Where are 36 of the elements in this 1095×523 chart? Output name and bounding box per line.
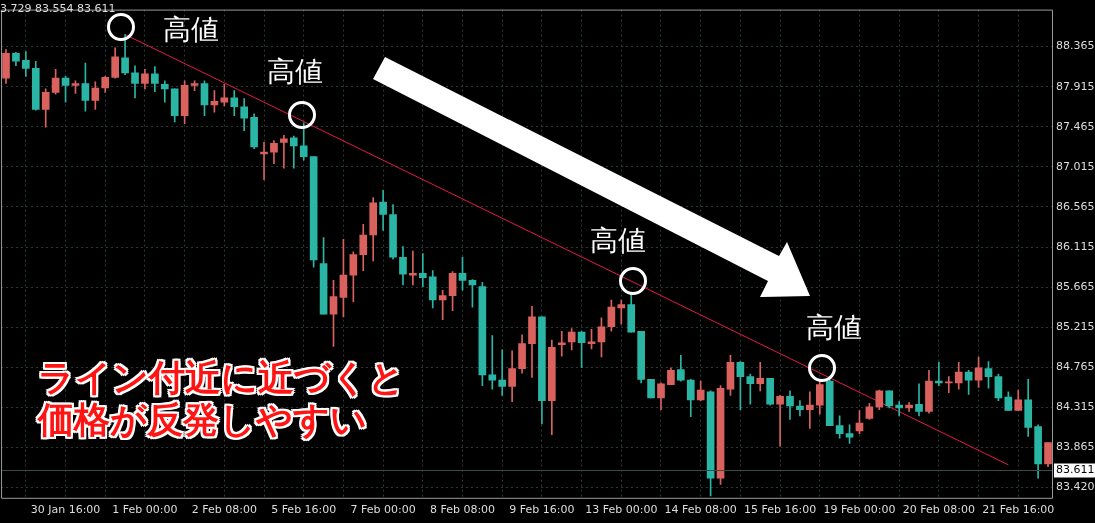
y-tick-label: 83.865 — [1056, 440, 1095, 454]
y-tick-label: 84.315 — [1056, 400, 1095, 414]
y-tick-label: 86.565 — [1056, 199, 1095, 213]
y-tick-label: 88.365 — [1056, 39, 1095, 53]
annotation: 高値 — [590, 224, 646, 257]
x-tick-label: 2 Feb 08:00 — [191, 503, 257, 517]
y-tick-label: 87.465 — [1056, 119, 1095, 133]
y-tick-label: 83.420 — [1056, 479, 1095, 493]
y-tick-label: 85.215 — [1056, 320, 1095, 334]
x-tick-label: 9 Feb 16:00 — [509, 503, 575, 517]
annotation: 3.729 83.554 83.611 — [0, 2, 116, 15]
y-tick-label: 87.915 — [1056, 79, 1095, 93]
x-tick-label: 30 Jan 16:00 — [30, 503, 101, 517]
annotation: ライン付近に近づくと — [38, 357, 405, 400]
annotation: 高値 — [806, 311, 862, 344]
x-tick-label: 21 Feb 16:00 — [982, 503, 1055, 517]
annotation: 価格が反発しやすい — [38, 399, 367, 442]
annotation: 高値 — [163, 13, 219, 46]
y-tick-label: 84.765 — [1056, 360, 1095, 374]
x-tick-label: 14 Feb 08:00 — [664, 503, 737, 517]
ref-line-label: 83.611 — [1056, 463, 1095, 477]
y-tick-label: 87.015 — [1056, 159, 1095, 173]
x-tick-label: 8 Feb 08:00 — [429, 503, 496, 517]
x-tick-label: 7 Feb 00:00 — [350, 503, 416, 517]
annotation: 高値 — [267, 55, 323, 88]
x-tick-label: 13 Feb 00:00 — [585, 503, 658, 517]
x-tick-label: 5 Feb 16:00 — [271, 503, 337, 517]
x-tick-label: 15 Feb 16:00 — [744, 503, 817, 517]
x-tick-label: 1 Feb 00:00 — [112, 503, 178, 517]
candlestick — [557, 330, 566, 357]
y-tick-label: 86.115 — [1056, 239, 1095, 253]
candlestick — [280, 134, 288, 169]
x-tick-label: 19 Feb 00:00 — [823, 503, 896, 517]
x-tick-label: 20 Feb 08:00 — [902, 503, 975, 517]
y-tick-label: 85.665 — [1056, 279, 1095, 293]
candlestick — [647, 378, 655, 399]
